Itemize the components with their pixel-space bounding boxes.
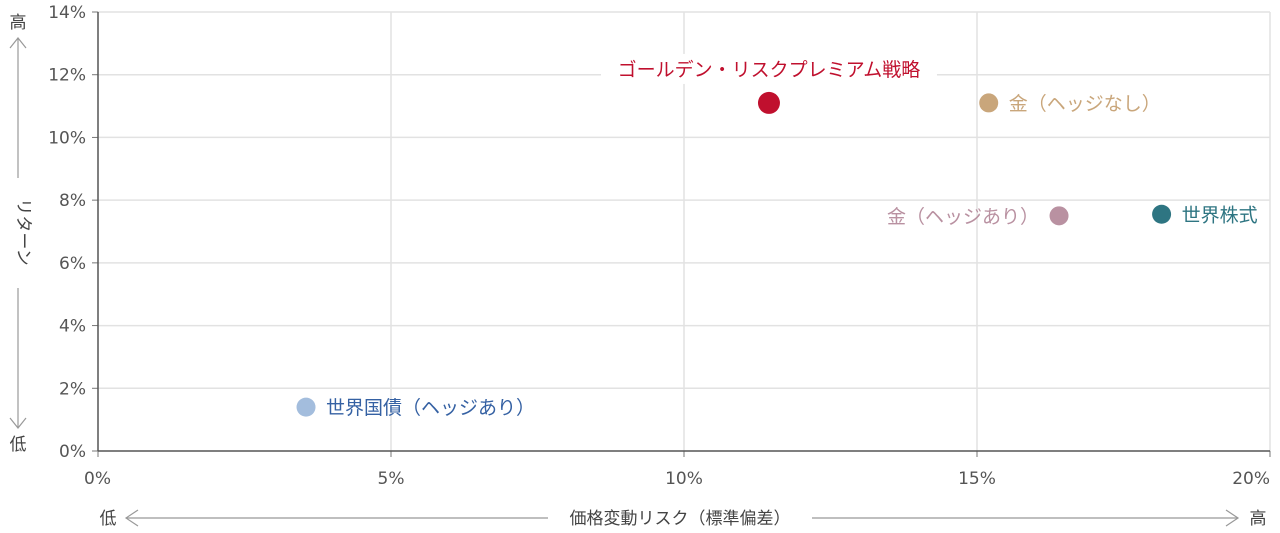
y-tick-label: 10%	[48, 128, 86, 148]
x-tick-label: 10%	[665, 469, 703, 489]
x-tick-label: 15%	[958, 469, 996, 489]
x-axis-high-label: 高	[1250, 509, 1267, 529]
y-tick-label: 4%	[59, 317, 86, 337]
scatter-point	[1152, 204, 1172, 224]
y-axis-title: リターン	[13, 198, 33, 265]
point-label: 金（ヘッジあり）	[887, 206, 1039, 228]
y-axis-low-label: 低	[10, 435, 27, 455]
point-label: 世界国債（ヘッジあり）	[326, 397, 535, 419]
scatter-point	[1049, 206, 1069, 226]
y-tick-label: 6%	[59, 254, 86, 274]
x-arrow-right-head	[1225, 509, 1240, 527]
x-tick-label: 20%	[1232, 469, 1270, 489]
point-label: 金（ヘッジなし）	[1009, 93, 1161, 115]
scatter-point	[296, 397, 316, 417]
x-axis-indicator: 低 価格変動リスク（標準偏差） 高	[100, 509, 1267, 529]
x-axis-title: 価格変動リスク（標準偏差）	[570, 509, 791, 529]
y-tick-label: 0%	[59, 442, 86, 462]
x-tick-label: 5%	[378, 469, 405, 489]
y-axis-high-label: 高	[10, 13, 27, 33]
y-tick-label: 14%	[48, 3, 86, 23]
scatter-point	[757, 91, 780, 114]
y-tick-labels: 0% 2% 4% 6% 8% 10% 12% 14%	[48, 3, 98, 462]
x-tick-labels: 0% 5% 10% 15% 20%	[84, 451, 1271, 489]
y-tick-label: 2%	[59, 379, 86, 399]
point-label: ゴールデン・リスクプレミアム戦略	[618, 59, 921, 81]
x-axis-low-label: 低	[100, 509, 117, 529]
y-axis-indicator: 高 リターン 低	[10, 13, 34, 455]
point-label-background	[600, 53, 937, 84]
scatter-point	[979, 93, 999, 113]
y-arrow-down-head	[9, 417, 27, 429]
point-label: 世界株式	[1182, 204, 1258, 226]
x-arrow-left-head	[124, 509, 139, 527]
y-tick-label: 8%	[59, 191, 86, 211]
x-tick-label: 0%	[84, 469, 111, 489]
y-tick-label: 12%	[48, 66, 86, 86]
